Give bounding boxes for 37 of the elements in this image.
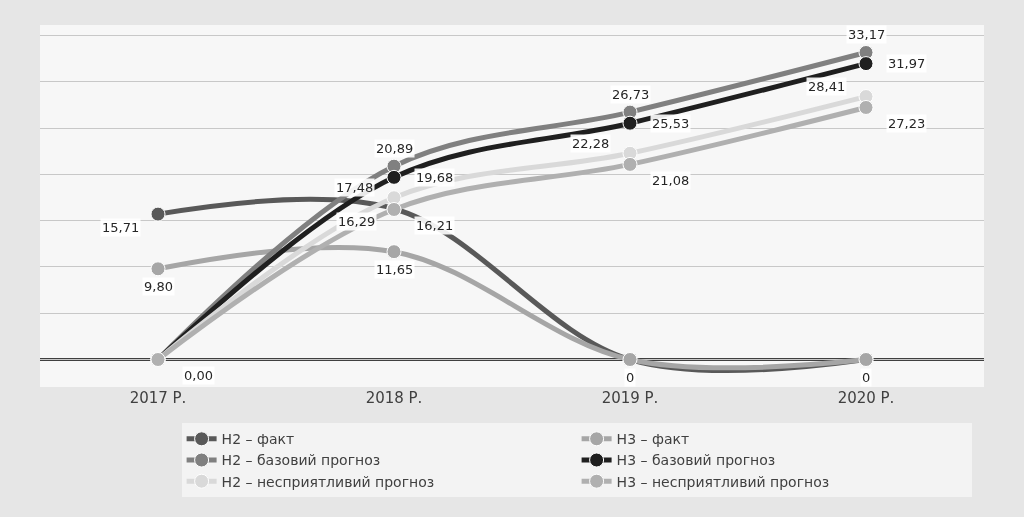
legend-label: Н2 – базовий прогноз (221, 452, 381, 469)
data-label: 11,65 (376, 262, 414, 277)
data-label: 25,53 (652, 116, 690, 131)
data-label: 22,28 (572, 136, 610, 151)
data-label: 19,68 (416, 170, 454, 185)
x-tick-label: 2019 Р. (601, 389, 659, 407)
data-label: 16,29 (338, 214, 376, 229)
legend-label: Н3 – несприятливий прогноз (616, 473, 830, 490)
point (858, 99, 874, 115)
point (150, 206, 166, 222)
data-label: 20,89 (376, 141, 414, 156)
x-tick-label: 2018 Р. (365, 389, 423, 407)
legend-label: Н2 – несприятливий прогноз (221, 473, 435, 490)
point (858, 56, 874, 72)
data-label: 33,17 (848, 27, 886, 42)
x-tick-label: 2017 Р. (129, 389, 187, 407)
data-label: 26,73 (612, 87, 650, 102)
data-label: 0,00 (184, 368, 213, 383)
data-label: 0 (862, 370, 871, 385)
point (386, 244, 402, 260)
data-label: 15,71 (102, 220, 140, 235)
data-label: 28,41 (808, 79, 846, 94)
data-label: 9,80 (144, 279, 173, 294)
data-label: 31,97 (888, 56, 926, 71)
data-label: 16,21 (416, 218, 454, 233)
point (622, 156, 638, 172)
data-label: 21,08 (652, 173, 690, 188)
x-tick-label: 2020 Р. (837, 389, 895, 407)
legend-label: Н3 – базовий прогноз (616, 452, 776, 469)
point (622, 115, 638, 131)
data-label: 0 (626, 370, 635, 385)
data-label: 27,23 (888, 116, 926, 131)
legend-label: Н2 – факт (221, 431, 295, 448)
data-label: 17,48 (336, 180, 374, 195)
point (386, 169, 402, 185)
legend-label: Н3 – факт (616, 431, 690, 448)
point (150, 261, 166, 277)
